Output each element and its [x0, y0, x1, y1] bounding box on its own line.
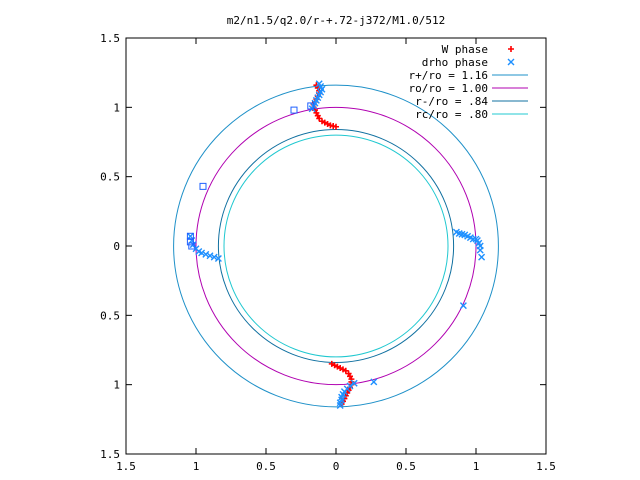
- point-1-41: [206, 252, 214, 260]
- y-tick-label-3: 0: [113, 240, 120, 253]
- x-tick-label-2: 0.5: [256, 460, 276, 473]
- x-tick-label-5: 1: [473, 460, 480, 473]
- legend-label-4: r-/ro = .84: [415, 95, 488, 108]
- legend-label-5: rc/ro = .80: [415, 108, 488, 121]
- x-tick-label-3: 0: [333, 460, 340, 473]
- x-tick-label-4: 0.5: [396, 460, 416, 473]
- legend-label-1: drho phase: [422, 56, 488, 69]
- circle-0: [173, 84, 499, 408]
- point-1-24: [336, 401, 344, 409]
- legend-swatch-0: [508, 46, 514, 52]
- point-1-22: [478, 253, 486, 261]
- chart-title: m2/n1.5/q2.0/r-+.72-j372/M1.0/512: [227, 14, 446, 27]
- point-2-5: [188, 242, 196, 250]
- legend-label-3: ro/ro = 1.00: [409, 82, 488, 95]
- point-1-42: [210, 253, 218, 261]
- x-tick-label-0: 1.5: [116, 460, 136, 473]
- point-2-4: [186, 238, 194, 246]
- circle-2: [217, 129, 455, 363]
- point-1-39: [198, 249, 206, 257]
- point-1-21: [476, 246, 484, 254]
- point-2-1: [307, 102, 315, 110]
- y-axis: 1.5 1 0.5 0 0.5 1 1.5: [100, 32, 546, 461]
- circle-1: [195, 106, 477, 386]
- y-tick-label-0: 1.5: [100, 32, 120, 45]
- y-tick-label-2: 0.5: [100, 171, 120, 184]
- point-1-34: [186, 232, 194, 240]
- point-1-26: [338, 396, 346, 404]
- point-1-43: [214, 254, 222, 262]
- point-layer: [186, 80, 486, 409]
- point-2-2: [199, 182, 207, 190]
- point-1-16: [469, 235, 477, 243]
- y-tick-label-4: 0.5: [100, 309, 120, 322]
- legend-label-2: r+/ro = 1.16: [409, 69, 488, 82]
- circle-layer: [173, 84, 499, 408]
- point-1-31: [346, 382, 354, 390]
- point-2-0: [290, 106, 298, 114]
- y-tick-label-1: 1: [113, 101, 120, 114]
- circle-3: [223, 134, 449, 358]
- point-0-18: [333, 123, 339, 130]
- legend-swatch-1: [507, 58, 515, 66]
- x-tick-label-6: 1.5: [536, 460, 556, 473]
- point-1-40: [202, 250, 210, 258]
- y-tick-label-5: 1: [113, 379, 120, 392]
- x-tick-label-1: 1: [193, 460, 200, 473]
- legend-label-0: W phase: [442, 43, 488, 56]
- point-1-33: [370, 378, 378, 386]
- point-1-23: [459, 302, 467, 310]
- y-tick-label-6: 1.5: [100, 448, 120, 461]
- point-1-32: [350, 379, 358, 387]
- x-axis: 1.5 1 0.5 0 0.5 1 1.5: [116, 38, 556, 473]
